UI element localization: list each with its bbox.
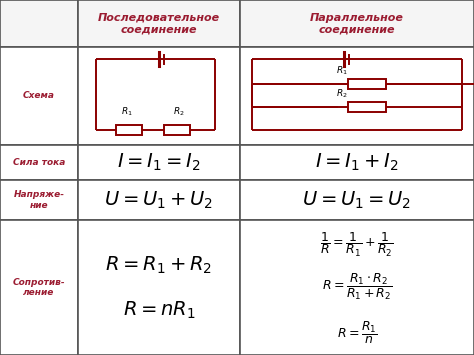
Text: $R_2$: $R_2$ [173, 105, 185, 118]
Bar [78, 145, 240, 180]
Text: Параллельное
соединение: Параллельное соединение [310, 13, 404, 34]
Text: $R_2$: $R_2$ [336, 88, 347, 100]
Text: Напряже-
ние: Напряже- ние [13, 190, 64, 210]
Bar [348, 79, 386, 89]
Bar [78, 180, 240, 220]
Bar [164, 125, 190, 135]
Text: $R_1$: $R_1$ [336, 64, 347, 77]
Bar [116, 125, 142, 135]
Text: $R = nR_1$: $R = nR_1$ [123, 299, 195, 321]
Text: Сопротив-
ление: Сопротив- ление [13, 278, 65, 297]
Text: Схема: Схема [23, 92, 55, 100]
Text: $\dfrac{1}{R} = \dfrac{1}{R_1} + \dfrac{1}{R_2}$: $\dfrac{1}{R} = \dfrac{1}{R_1} + \dfrac{… [320, 231, 394, 259]
Bar [78, 47, 240, 145]
Bar [0, 220, 78, 355]
Text: $U = U_1 = U_2$: $U = U_1 = U_2$ [302, 189, 411, 211]
Text: $R = \dfrac{R_1 \cdot R_2}{R_1 + R_2}$: $R = \dfrac{R_1 \cdot R_2}{R_1 + R_2}$ [322, 272, 392, 302]
Bar [78, 220, 240, 355]
Bar [240, 47, 474, 145]
Bar [0, 180, 78, 220]
Text: Сила тока: Сила тока [13, 158, 65, 167]
Bar [0, 47, 78, 145]
Text: $I = I_1 = I_2$: $I = I_1 = I_2$ [117, 152, 201, 173]
Text: $R = \dfrac{R_1}{n}$: $R = \dfrac{R_1}{n}$ [337, 320, 377, 346]
Bar [78, 0, 240, 47]
Bar [240, 0, 474, 47]
Text: $R = R_1 + R_2$: $R = R_1 + R_2$ [106, 254, 212, 275]
Bar [0, 0, 78, 47]
Bar [0, 145, 78, 180]
Text: $U = U_1 + U_2$: $U = U_1 + U_2$ [104, 189, 214, 211]
Bar [240, 145, 474, 180]
Text: $R_1$: $R_1$ [121, 105, 133, 118]
Bar [240, 220, 474, 355]
Bar [348, 102, 386, 112]
Text: Последовательное
соединение: Последовательное соединение [98, 13, 220, 34]
Text: $I = I_1 + I_2$: $I = I_1 + I_2$ [315, 152, 399, 173]
Bar [240, 180, 474, 220]
